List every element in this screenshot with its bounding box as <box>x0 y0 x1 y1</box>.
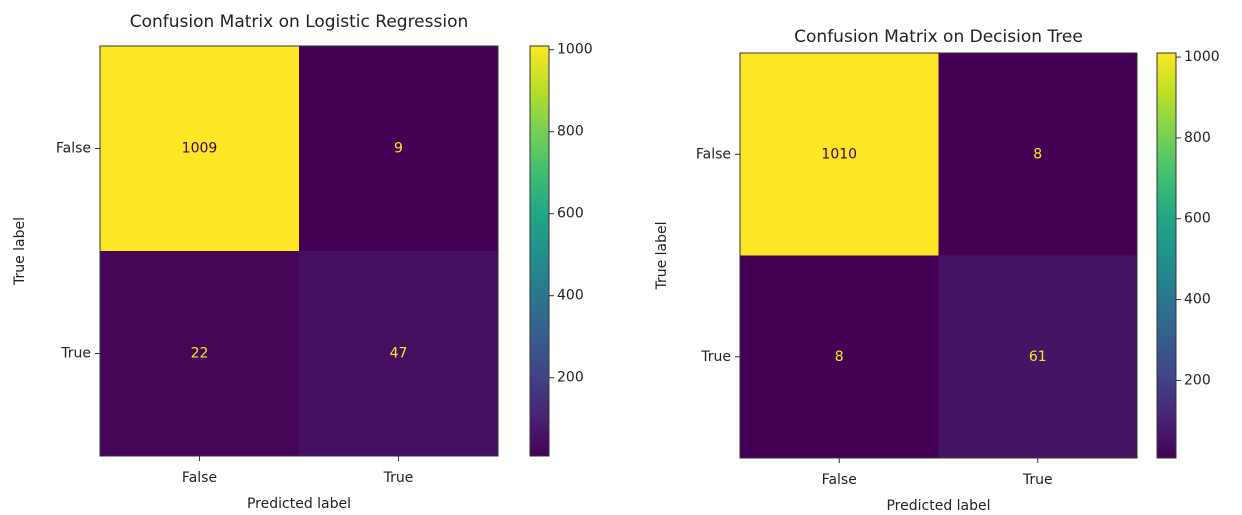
colorbar-tick-label: 200 <box>557 370 584 386</box>
x-tick-label: True <box>383 470 414 486</box>
colorbar-tick-label: 400 <box>557 288 584 304</box>
y-axis-label: True label <box>12 217 28 286</box>
colorbar-tick-label: 400 <box>1184 292 1211 308</box>
cell-label: 1010 <box>821 146 857 162</box>
chart-title: Confusion Matrix on Logistic Regression <box>130 12 469 32</box>
colorbar-tick-label: 200 <box>1184 372 1211 388</box>
colorbar-tick-label: 1000 <box>557 42 593 58</box>
x-tick-label: True <box>1022 472 1053 488</box>
x-tick-label: False <box>822 472 857 488</box>
cell-label: 8 <box>1033 146 1042 162</box>
heatmap-cell <box>938 255 1138 459</box>
cell-label: 1009 <box>182 141 218 157</box>
y-tick-label: True <box>60 346 91 362</box>
y-tick-label: True <box>700 349 731 365</box>
cell-label: 61 <box>1029 349 1047 365</box>
cell-label: 47 <box>390 346 408 362</box>
heatmap-cell <box>938 53 1138 256</box>
colorbar <box>1156 52 1177 459</box>
y-tick-label: False <box>56 141 91 157</box>
chart-title: Confusion Matrix on Decision Tree <box>794 27 1083 47</box>
x-axis-label: Predicted label <box>247 496 351 512</box>
cell-label: 8 <box>835 349 844 365</box>
cell-label: 9 <box>394 141 403 157</box>
x-tick-label: False <box>182 470 217 486</box>
heatmap-cell <box>100 46 300 252</box>
colorbar-tick-label: 1000 <box>1184 49 1220 65</box>
heatmap-cell <box>100 251 300 457</box>
cell-label: 22 <box>191 346 209 362</box>
y-axis-label: True label <box>654 221 670 290</box>
y-tick-label: False <box>696 146 731 162</box>
colorbar-tick-label: 800 <box>557 124 584 140</box>
heatmap-cell <box>740 255 939 459</box>
colorbar-tick-label: 600 <box>1184 211 1211 227</box>
heatmap-cell <box>299 46 499 252</box>
colorbar-tick-label: 800 <box>1184 130 1211 146</box>
heatmap-cell <box>740 53 939 256</box>
colorbar <box>529 45 550 457</box>
colorbar-tick-label: 600 <box>557 206 584 222</box>
x-axis-label: Predicted label <box>886 498 990 514</box>
heatmap-cell <box>299 251 499 457</box>
plot-frame <box>739 52 1138 459</box>
plot-frame <box>99 45 499 457</box>
